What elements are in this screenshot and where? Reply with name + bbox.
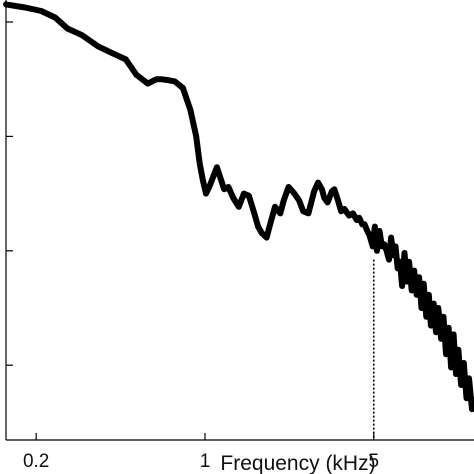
plot-area — [3, 0, 474, 441]
x-tick-labels: 0.2 1 5 — [23, 451, 379, 472]
x-ticks — [35, 433, 375, 440]
y-ticks — [6, 21, 13, 366]
x-tick-label: 5 — [368, 451, 379, 472]
series-line — [3, 1, 474, 413]
x-tick-label: 1 — [200, 451, 211, 472]
x-axis-title: Frequency (kHz) — [220, 452, 375, 474]
x-tick-label: 0.2 — [23, 451, 49, 472]
